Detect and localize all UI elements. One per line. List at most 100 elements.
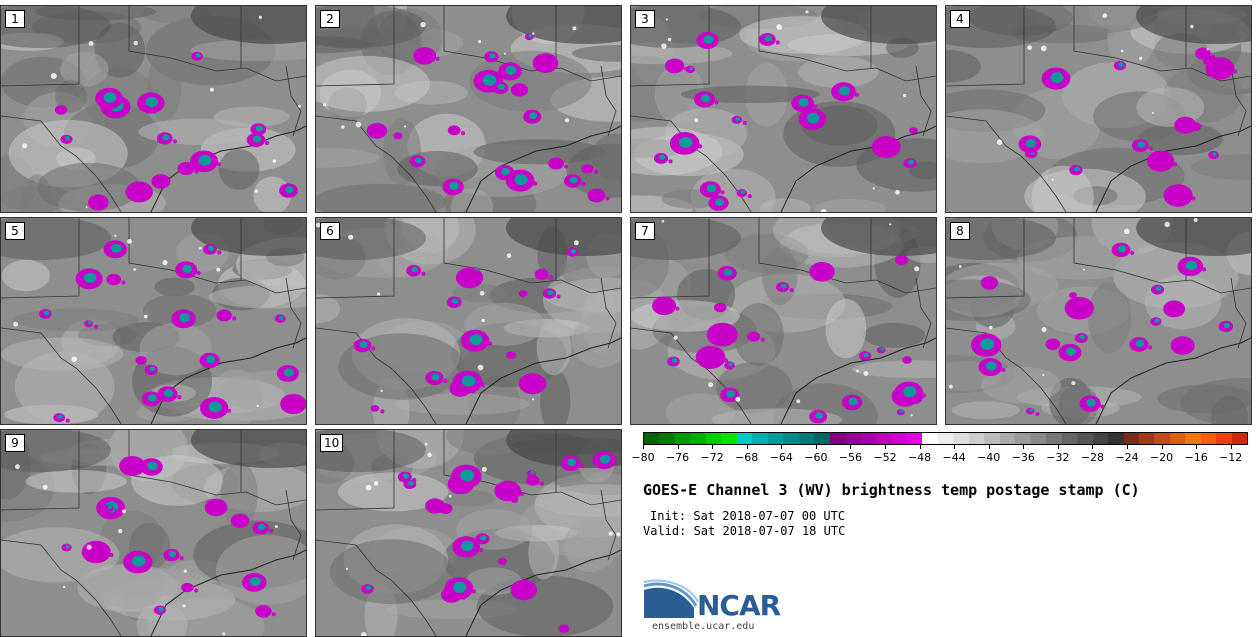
dry-region: [821, 6, 936, 44]
cold-cloud-top: [431, 373, 440, 381]
cold-cloud-top: [658, 154, 666, 161]
moisture-contour: [946, 50, 981, 83]
cold-cloud-top: [110, 243, 122, 253]
warm-spot: [182, 604, 186, 608]
panel-label: 9: [5, 434, 25, 452]
cold-cloud-top: [1117, 245, 1127, 253]
colorbar-swatch: [1108, 433, 1124, 444]
cold-cloud-top: [700, 94, 711, 103]
colorbar-tick-label: −48: [907, 451, 932, 464]
border-line: [946, 327, 1067, 424]
convective-cell-small: [232, 316, 237, 321]
colorbar-tick-label: −12: [1219, 451, 1243, 464]
convective-cell-small: [471, 589, 476, 594]
dry-region: [1, 6, 111, 48]
colorbar-tick-label: −52: [873, 451, 897, 464]
moisture-contour: [536, 320, 571, 376]
cold-cloud-top: [514, 174, 528, 186]
colorbar-tick-label: −64: [769, 451, 793, 464]
warm-spot: [573, 240, 579, 246]
moisture-contour: [591, 133, 621, 181]
warm-spot: [258, 15, 262, 19]
convective-cell-small: [564, 164, 569, 169]
warm-spot: [1206, 48, 1209, 51]
moisture-contour: [798, 56, 879, 88]
convective-cell: [548, 157, 564, 170]
moisture-contour: [572, 45, 621, 62]
convective-cell-small: [921, 393, 926, 398]
convective-cell: [204, 498, 228, 517]
border-line: [316, 115, 437, 212]
moisture-contour: [138, 118, 259, 145]
colorbar-swatch: [1200, 433, 1217, 444]
convective-cell-small: [194, 169, 199, 174]
warm-spot: [989, 325, 993, 330]
state-border: [128, 218, 306, 294]
colorbar-swatch: [814, 433, 830, 444]
figure-title: GOES-E Channel 3 (WV) brightness temp po…: [643, 481, 1140, 499]
cold-cloud-top: [255, 125, 263, 132]
warm-spot: [481, 466, 487, 472]
warm-spot: [380, 389, 383, 392]
warm-spot: [1042, 374, 1045, 377]
warm-spot: [667, 37, 672, 42]
moisture-contour: [316, 147, 380, 168]
state-border: [758, 218, 936, 294]
warm-spot: [427, 452, 432, 458]
warm-spot: [118, 529, 123, 534]
warm-spot: [1139, 56, 1143, 60]
colorbar-swatch: [705, 433, 722, 444]
stamp-panel-9: 9: [0, 429, 307, 637]
cold-cloud-top: [530, 470, 535, 475]
colorbar-swatch: [891, 433, 907, 444]
colorbar-tick-label: −80: [631, 451, 655, 464]
convective-cell-small: [605, 196, 610, 201]
border-line: [316, 327, 437, 424]
warm-spot: [323, 103, 327, 107]
colorbar-tick-label: −16: [1184, 451, 1208, 464]
warm-spot: [477, 364, 484, 371]
convective-cell-small: [720, 190, 725, 195]
warm-spot: [63, 585, 66, 589]
warm-spot: [665, 18, 668, 21]
convective-cell: [652, 296, 677, 316]
moisture-contour: [1033, 6, 1159, 33]
colorbar-tick: [1057, 445, 1059, 449]
convective-cell-small: [121, 280, 126, 285]
colorbar-swatch: [1231, 433, 1248, 444]
wv-map: [1, 6, 306, 212]
cold-cloud-top: [723, 268, 733, 276]
cold-cloud-top: [461, 375, 476, 387]
colorbar-swatch: [968, 433, 985, 444]
moisture-contour: [253, 176, 292, 212]
dry-region: [506, 430, 621, 468]
colorbar-tick: [677, 445, 679, 449]
warm-spot: [889, 223, 892, 226]
warm-spot: [948, 384, 953, 389]
cold-cloud-top: [569, 176, 578, 184]
warm-spot: [572, 26, 577, 31]
dry-region: [631, 218, 741, 260]
colorbar-swatch: [659, 433, 675, 444]
moisture-contour: [951, 401, 1020, 419]
convective-cell: [526, 475, 540, 486]
convective-cell: [447, 125, 461, 136]
warm-spot: [1082, 268, 1085, 271]
colorbar-tick: [1230, 445, 1232, 449]
warm-spot: [863, 371, 869, 376]
cold-cloud-top: [480, 535, 487, 541]
warm-spot: [71, 356, 77, 363]
convective-cell: [135, 356, 147, 365]
warm-spot: [216, 267, 221, 272]
convective-cell-small: [1173, 162, 1178, 167]
coastline: [465, 125, 621, 212]
cold-cloud-top: [501, 167, 511, 176]
warm-spot: [162, 260, 168, 266]
stamp-panel-2: 2: [315, 5, 622, 213]
cold-cloud-top: [689, 66, 694, 71]
cold-cloud-top: [179, 313, 191, 323]
wv-map: [316, 6, 621, 212]
state-border: [915, 277, 932, 349]
cold-cloud-top: [1135, 339, 1145, 348]
moisture-contour: [55, 79, 87, 113]
